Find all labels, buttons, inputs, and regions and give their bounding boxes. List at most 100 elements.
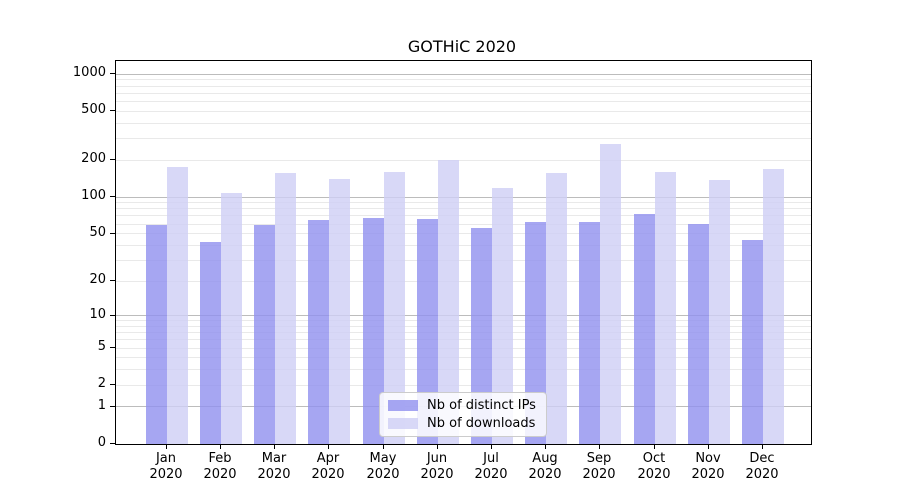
y-tick-label: 0 — [97, 435, 106, 450]
minor-gridline — [116, 244, 811, 246]
x-tick-mark — [762, 444, 763, 449]
y-tick-label: 2 — [97, 376, 106, 391]
minor-gridline — [116, 215, 811, 217]
x-tick-label: Feb 2020 — [203, 451, 237, 482]
bar-downloads-oct — [654, 172, 676, 444]
bar-distinct-ips-jul — [470, 227, 492, 444]
y-tick-mark — [110, 196, 115, 197]
legend-swatch-distinct-ips-icon — [388, 400, 418, 411]
minor-gridline — [116, 92, 811, 94]
y-tick-label: 500 — [81, 102, 106, 117]
minor-gridline — [116, 233, 811, 235]
legend-swatch-downloads-icon — [388, 418, 418, 429]
x-tick-label: May 2020 — [366, 451, 400, 482]
x-tick-label: Nov 2020 — [691, 451, 725, 482]
minor-gridline — [116, 320, 811, 322]
major-gridline — [116, 196, 811, 198]
bar-downloads-feb — [220, 192, 242, 444]
bar-distinct-ips-feb — [199, 241, 221, 444]
bar-downloads-sep — [600, 143, 622, 444]
minor-gridline — [116, 325, 811, 327]
minor-gridline — [116, 101, 811, 103]
minor-gridline — [116, 85, 811, 87]
bar-downloads-aug — [546, 173, 568, 444]
x-tick-mark — [491, 444, 492, 449]
minor-gridline — [116, 384, 811, 386]
x-tick-mark — [383, 444, 384, 449]
bar-downloads-jul — [491, 188, 513, 444]
minor-gridline — [116, 138, 811, 140]
y-tick-label: 1 — [97, 398, 106, 413]
minor-gridline — [116, 159, 811, 161]
y-tick-label: 20 — [89, 272, 106, 287]
y-tick-mark — [110, 406, 115, 407]
x-tick-label: Oct 2020 — [637, 451, 671, 482]
minor-gridline — [116, 223, 811, 225]
bar-distinct-ips-dec — [741, 240, 763, 444]
minor-gridline — [116, 122, 811, 124]
minor-gridline — [116, 339, 811, 341]
minor-gridline — [116, 208, 811, 210]
minor-gridline — [116, 280, 811, 282]
plot-area: Nb of distinct IPs Nb of downloads — [115, 60, 812, 445]
x-tick-label: Jan 2020 — [149, 451, 183, 482]
major-gridline — [116, 315, 811, 317]
y-tick-mark — [110, 159, 115, 160]
bar-distinct-ips-oct — [633, 214, 655, 444]
x-tick-mark — [328, 444, 329, 449]
bar-distinct-ips-jun — [416, 219, 438, 444]
bar-distinct-ips-aug — [525, 221, 547, 444]
x-tick-mark — [437, 444, 438, 449]
bar-downloads-jan — [166, 166, 188, 444]
y-tick-label: 5 — [97, 339, 106, 354]
bar-distinct-ips-nov — [687, 224, 709, 444]
bar-distinct-ips-mar — [254, 224, 276, 444]
legend: Nb of distinct IPs Nb of downloads — [379, 392, 547, 437]
x-tick-label: Sep 2020 — [582, 451, 616, 482]
bar-downloads-dec — [762, 168, 784, 444]
major-gridline — [116, 73, 811, 75]
y-tick-mark — [110, 384, 115, 385]
bar-downloads-may — [383, 172, 405, 444]
minor-gridline — [116, 347, 811, 349]
x-tick-label: Jul 2020 — [474, 451, 508, 482]
bar-distinct-ips-may — [362, 218, 384, 444]
y-tick-label: 100 — [81, 188, 106, 203]
y-tick-mark — [110, 347, 115, 348]
y-tick-mark — [110, 73, 115, 74]
legend-item-distinct-ips: Nb of distinct IPs — [388, 398, 536, 413]
x-tick-mark — [708, 444, 709, 449]
bar-distinct-ips-jan — [145, 224, 167, 444]
x-tick-mark — [166, 444, 167, 449]
bar-distinct-ips-apr — [308, 219, 330, 444]
y-tick-label: 10 — [89, 307, 106, 322]
chart-title: GOTHiC 2020 — [407, 37, 517, 56]
bar-downloads-mar — [275, 173, 297, 444]
y-tick-mark — [110, 280, 115, 281]
y-tick-mark — [110, 110, 115, 111]
y-tick-mark — [110, 443, 115, 444]
minor-gridline — [116, 259, 811, 261]
bar-downloads-nov — [708, 180, 730, 444]
y-tick-mark — [110, 233, 115, 234]
x-tick-mark — [274, 444, 275, 449]
minor-gridline — [116, 79, 811, 81]
minor-gridline — [116, 332, 811, 334]
legend-label-downloads: Nb of downloads — [427, 416, 536, 431]
legend-label-distinct-ips: Nb of distinct IPs — [427, 398, 536, 413]
minor-gridline — [116, 110, 811, 112]
y-tick-label: 1000 — [72, 65, 106, 80]
x-tick-label: Jun 2020 — [420, 451, 454, 482]
y-tick-label: 50 — [89, 225, 106, 240]
minor-gridline — [116, 357, 811, 359]
bar-distinct-ips-sep — [579, 222, 601, 444]
x-tick-label: Mar 2020 — [257, 451, 291, 482]
y-tick-label: 200 — [81, 151, 106, 166]
x-tick-mark — [599, 444, 600, 449]
x-tick-label: Dec 2020 — [745, 451, 779, 482]
y-tick-mark — [110, 315, 115, 316]
x-tick-label: Aug 2020 — [528, 451, 562, 482]
x-tick-mark — [545, 444, 546, 449]
bar-downloads-jun — [437, 160, 459, 444]
